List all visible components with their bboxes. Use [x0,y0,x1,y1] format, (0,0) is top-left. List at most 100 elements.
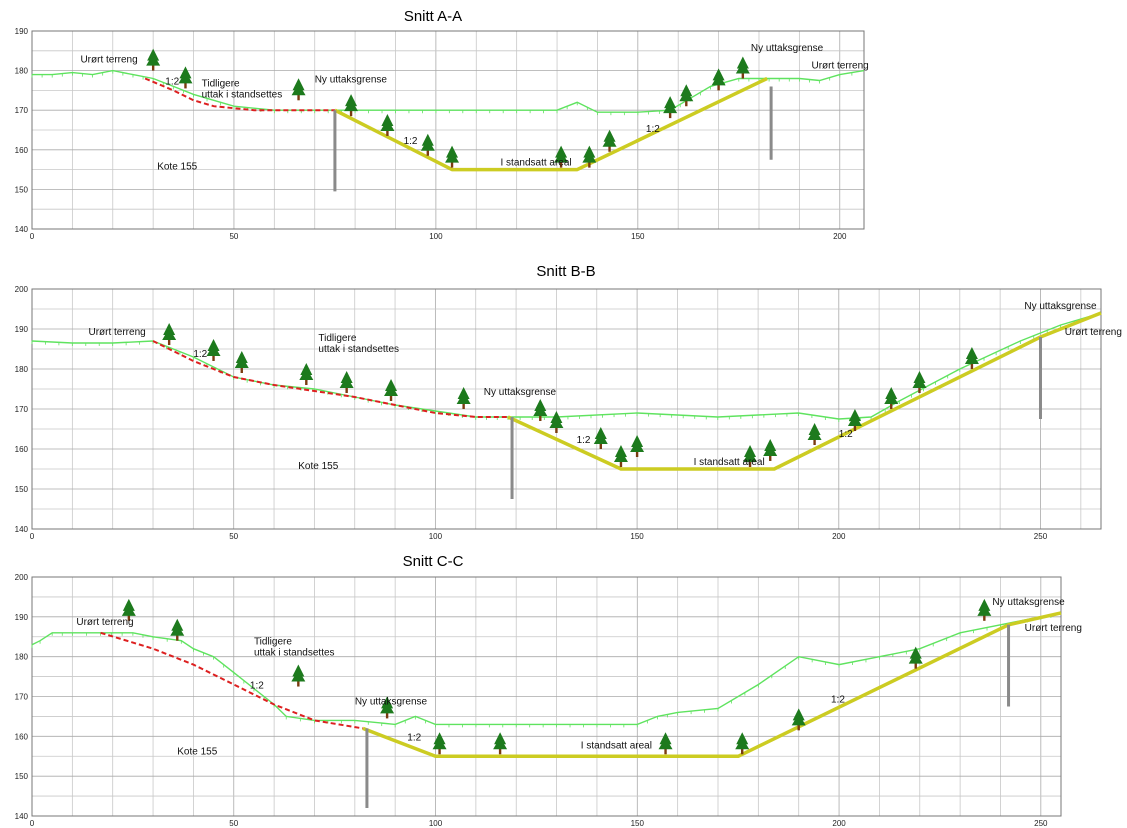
annotation-slope: 1:2 [193,349,207,360]
y-tick-label: 160 [15,732,29,741]
y-tick-label: 180 [15,653,29,662]
tree-icon [299,363,314,385]
y-tick-label: 150 [15,185,29,194]
x-tick-label: 0 [30,819,35,828]
y-tick-label: 150 [15,485,29,494]
y-tick-label: 150 [15,772,29,781]
former-extraction-line [152,340,508,418]
tree-icon [658,732,673,755]
y-tick-label: 190 [15,613,29,622]
plot-frame [31,576,1062,817]
annotation-slope: 1:2 [407,732,421,743]
annotation-new-boundary: Ny uttaksgrense [992,597,1065,608]
restored-profile-line [507,311,1102,471]
tree-icon [380,696,395,719]
tree-icon [743,445,758,467]
annotation-former-extraction: Tidligere uttak i standsettes [318,333,399,355]
annotation-new-boundary: Ny uttaksgrense [355,696,428,707]
tree-icon [339,371,354,393]
tree-icon [735,56,750,79]
x-tick-label: 0 [30,232,35,241]
tree-icon [420,133,435,156]
y-tick-label: 170 [15,693,29,702]
section-title: Snitt A-A [404,8,462,25]
tree-icon [912,371,927,393]
tree-icon [234,351,249,373]
y-tick-label: 140 [15,225,29,234]
tree-icon [711,68,726,91]
annotation-new-boundary: Ny uttaksgrense [315,74,388,85]
y-tick-label: 160 [15,445,29,454]
x-tick-label: 50 [229,232,238,241]
y-tick-label: 190 [15,325,29,334]
tree-icon [549,411,564,433]
y-tick-label: 200 [15,573,29,582]
plot-frame [31,288,1102,530]
tree-icon [170,618,185,641]
x-tick-label: 0 [30,532,35,541]
y-tick-label: 180 [15,67,29,76]
tree-icon [344,94,359,117]
annotation-unbroken-terrain: Urørt terreng [88,327,145,338]
annotation-former-extraction: Tidligere uttak i standsettes [202,78,283,100]
annotation-restored-area: I standsatt areal [581,740,652,751]
y-tick-label: 180 [15,365,29,374]
x-tick-label: 200 [832,819,846,828]
annotation-level: Kote 155 [157,162,197,173]
tree-icon [291,78,306,101]
y-tick-label: 160 [15,146,29,155]
tree-icon [582,145,597,168]
tree-icon [445,145,460,168]
tree-icon [807,423,822,445]
annotation-slope: 1:2 [839,429,853,440]
tree-icon [613,445,628,467]
annotation-slope: 1:2 [404,136,418,147]
x-tick-label: 250 [1034,532,1048,541]
tree-icon [763,439,778,461]
annotation-level: Kote 155 [298,461,338,472]
tree-icon [679,84,694,107]
y-tick-label: 170 [15,405,29,414]
annotation-slope: 1:2 [646,124,660,135]
x-tick-label: 50 [229,819,238,828]
x-tick-label: 200 [832,532,846,541]
tree-icon [884,387,899,409]
tree-icon [630,435,645,457]
tree-icon [663,96,678,119]
tree-icon [977,598,992,621]
section-panel-2: Snitt B-B 0 50 100 150 200 250 140 150 160 170 180 1… [15,263,1122,541]
tree-icon [432,732,447,755]
x-tick-label: 150 [631,819,645,828]
x-tick-label: 100 [429,232,443,241]
y-tick-label: 170 [15,106,29,115]
annotation-unbroken-terrain: Urørt terreng [1065,327,1122,338]
annotation-slope: 1:2 [165,76,179,87]
x-tick-label: 200 [833,232,847,241]
y-tick-label: 200 [15,285,29,294]
annotation-unbroken-terrain: Urørt terreng [80,55,137,66]
annotation-unbroken-terrain: Urørt terreng [76,617,133,628]
restored-profile-line [362,611,1062,759]
x-tick-label: 150 [630,532,644,541]
annotation-new-boundary: Ny uttaksgrense [484,387,557,398]
tree-icon [964,347,979,369]
tree-icon [291,664,306,687]
tree-icon [593,427,608,449]
annotation-level: Kote 155 [177,746,217,757]
plot-frame [31,30,865,230]
tree-icon [735,732,750,755]
annotation-former-extraction: Tidligere uttak i standsettes [254,637,335,659]
y-tick-label: 140 [15,812,29,821]
tree-icon [847,409,862,431]
tree-icon [493,732,508,755]
x-tick-label: 250 [1034,819,1048,828]
annotation-unbroken-terrain: Urørt terreng [1025,623,1082,634]
section-panel-3: Snitt C-C 0 50 100 150 200 250 140 150 160 170 180 1… [15,553,1082,828]
section-title: Snitt C-C [403,553,464,570]
annotation-slope: 1:2 [577,435,591,446]
tree-icon [206,339,221,361]
tree-icon [178,66,193,89]
tree-icon [791,708,806,731]
tree-icon [146,48,161,71]
annotation-slope: 1:2 [831,694,845,705]
